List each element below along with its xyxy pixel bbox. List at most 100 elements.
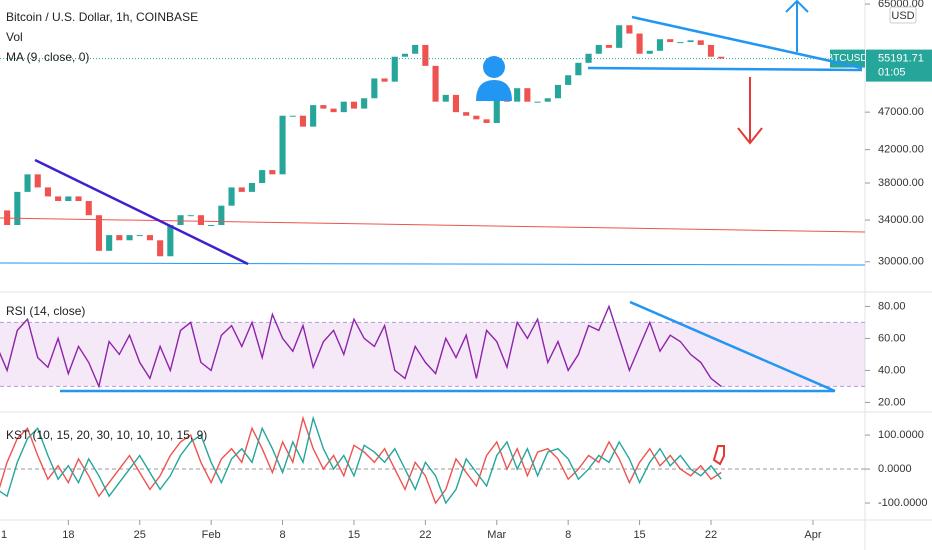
- trend-line: [0, 217, 866, 233]
- y-tick-label: 20.00: [878, 396, 906, 408]
- candle: [208, 225, 215, 227]
- y-tick-label: 38000.00: [878, 177, 924, 189]
- candle: [146, 235, 154, 241]
- candle: [279, 115, 286, 175]
- candle: [177, 215, 184, 226]
- subtitle: Vol: [6, 30, 23, 44]
- candle: [95, 215, 103, 251]
- y-tick-label: 34000.00: [878, 214, 924, 226]
- x-tick-label: 25: [134, 529, 146, 541]
- line: [0, 304, 722, 389]
- candle: [14, 191, 21, 226]
- drawings: [0, 0, 866, 393]
- x-tick-label: Apr: [804, 529, 821, 541]
- currency-box: [889, 6, 917, 24]
- candle: [85, 201, 92, 216]
- candle: [44, 187, 52, 197]
- candle: [493, 94, 500, 123]
- pane-title: RSI (14, close): [6, 304, 85, 318]
- candle: [24, 174, 31, 192]
- icon-body: [476, 80, 512, 101]
- candle: [116, 235, 123, 241]
- candle: [197, 215, 205, 226]
- candle: [106, 235, 113, 251]
- symbol: BTCUSD: [826, 53, 867, 64]
- candle: [65, 196, 72, 202]
- candle: [626, 25, 633, 34]
- icon-head: [483, 56, 505, 78]
- y-tick-label: 80.00: [878, 300, 906, 312]
- chart-title: Bitcoin / U.S. Dollar, 1h, COINBASE: [6, 10, 198, 24]
- subtitle: MA (9, close, 0): [6, 50, 89, 64]
- candle: [616, 25, 623, 48]
- x-tick-label: 1: [1, 529, 7, 541]
- candle: [361, 98, 368, 109]
- candle: [605, 44, 613, 48]
- candle: [452, 94, 460, 113]
- candle: [167, 225, 174, 257]
- candle: [34, 174, 41, 188]
- candle: [422, 44, 429, 66]
- candle: [136, 235, 143, 237]
- candle: [442, 94, 449, 102]
- y-tick-label: 42000.00: [878, 144, 924, 156]
- candle: [677, 42, 684, 44]
- candle: [381, 78, 388, 82]
- candle: [667, 39, 674, 43]
- x-tick-label: 18: [62, 529, 74, 541]
- candle: [269, 170, 276, 175]
- currency: USD: [891, 10, 914, 22]
- x-tick-label: 15: [348, 529, 360, 541]
- candle: [412, 44, 419, 54]
- trend-line: [631, 15, 863, 70]
- line: [0, 415, 722, 505]
- x-tick-label: 15: [633, 529, 645, 541]
- candle: [514, 88, 521, 102]
- candle: [330, 108, 337, 113]
- candle: [350, 101, 358, 109]
- candle: [483, 119, 490, 123]
- candle: [707, 44, 715, 57]
- hand-icon: [712, 445, 725, 466]
- candle: [391, 56, 398, 82]
- candle: [55, 196, 62, 202]
- x-tick-label: 8: [279, 529, 285, 541]
- candle: [524, 88, 531, 102]
- x-tick-label: 22: [705, 529, 717, 541]
- y-tick-label: -100.0000: [878, 497, 928, 509]
- candle: [259, 170, 266, 183]
- pane-title: KST (10, 15, 20, 30, 10, 10, 10, 15, 9): [6, 428, 207, 442]
- candle: [463, 112, 470, 116]
- y-tick-label: 0.0000: [878, 463, 912, 475]
- candle: [248, 182, 256, 192]
- x-tick-label: Feb: [202, 529, 221, 541]
- candle: [595, 44, 602, 54]
- candle: [565, 75, 572, 85]
- candle: [401, 53, 409, 57]
- candle: [126, 235, 133, 241]
- candle: [646, 50, 653, 54]
- candle: [320, 105, 327, 109]
- candle: [299, 115, 307, 127]
- last-price: 55191.71: [878, 53, 924, 65]
- candle: [157, 240, 164, 257]
- candle: [340, 101, 347, 113]
- candle: [687, 40, 694, 43]
- candle: [554, 84, 562, 99]
- candle: [218, 205, 225, 226]
- candle: [289, 115, 296, 117]
- x-tick-label: 8: [565, 529, 571, 541]
- person-icon: [476, 56, 512, 101]
- candle: [575, 62, 582, 76]
- candle: [228, 187, 235, 206]
- candle: [534, 101, 541, 103]
- y-tick-label: 30000.00: [878, 256, 924, 268]
- candle: [371, 78, 378, 99]
- arrow-up: [785, 0, 809, 13]
- y-tick-label: 40.00: [878, 364, 906, 376]
- arrow-down: [737, 127, 763, 145]
- candle: [718, 56, 725, 59]
- price-tag: [866, 49, 932, 82]
- candle: [636, 33, 643, 54]
